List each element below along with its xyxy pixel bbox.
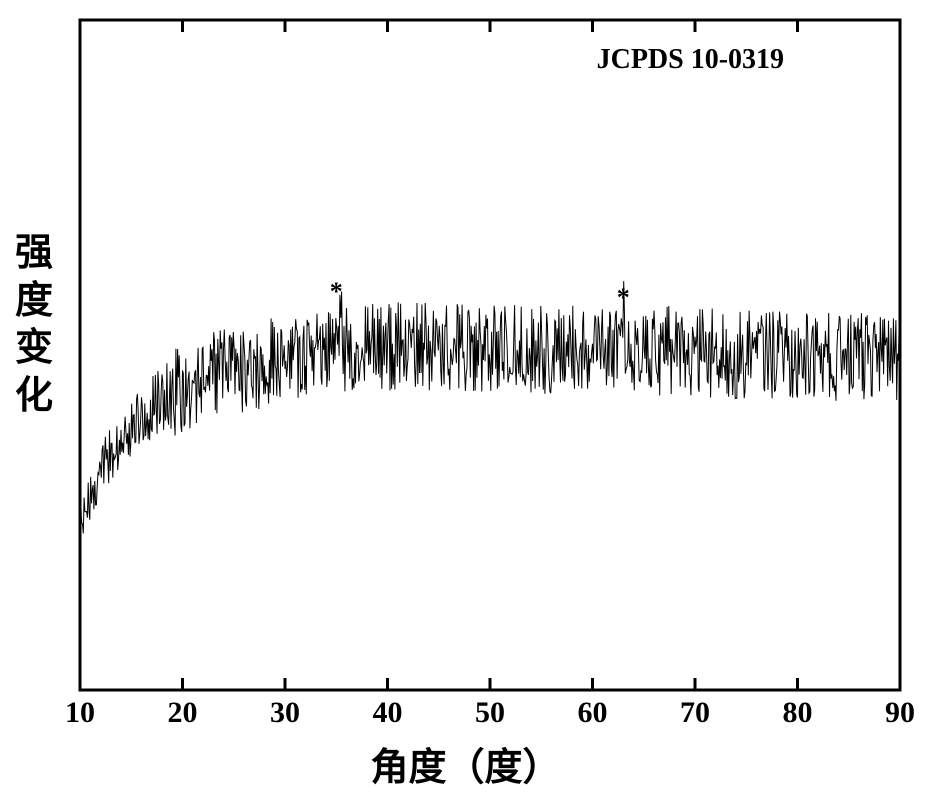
xrd-chart	[0, 0, 931, 807]
x-tick-label: 70	[670, 696, 720, 730]
chart-legend: JCPDS 10-0319	[597, 44, 784, 76]
x-tick-label: 50	[465, 696, 515, 730]
chart-page: 强度变化 JCPDS 10-0319 102030405060708090 **…	[0, 0, 931, 807]
x-tick-label: 10	[55, 696, 105, 730]
x-tick-label: 20	[158, 696, 208, 730]
x-tick-label: 40	[363, 696, 413, 730]
x-tick-label: 90	[875, 696, 925, 730]
x-tick-label: 30	[260, 696, 310, 730]
peak-marker: *	[613, 283, 633, 313]
peak-marker: *	[326, 277, 346, 307]
x-axis-label: 角度（度）	[0, 736, 931, 791]
x-tick-label: 80	[773, 696, 823, 730]
x-tick-label: 60	[568, 696, 618, 730]
